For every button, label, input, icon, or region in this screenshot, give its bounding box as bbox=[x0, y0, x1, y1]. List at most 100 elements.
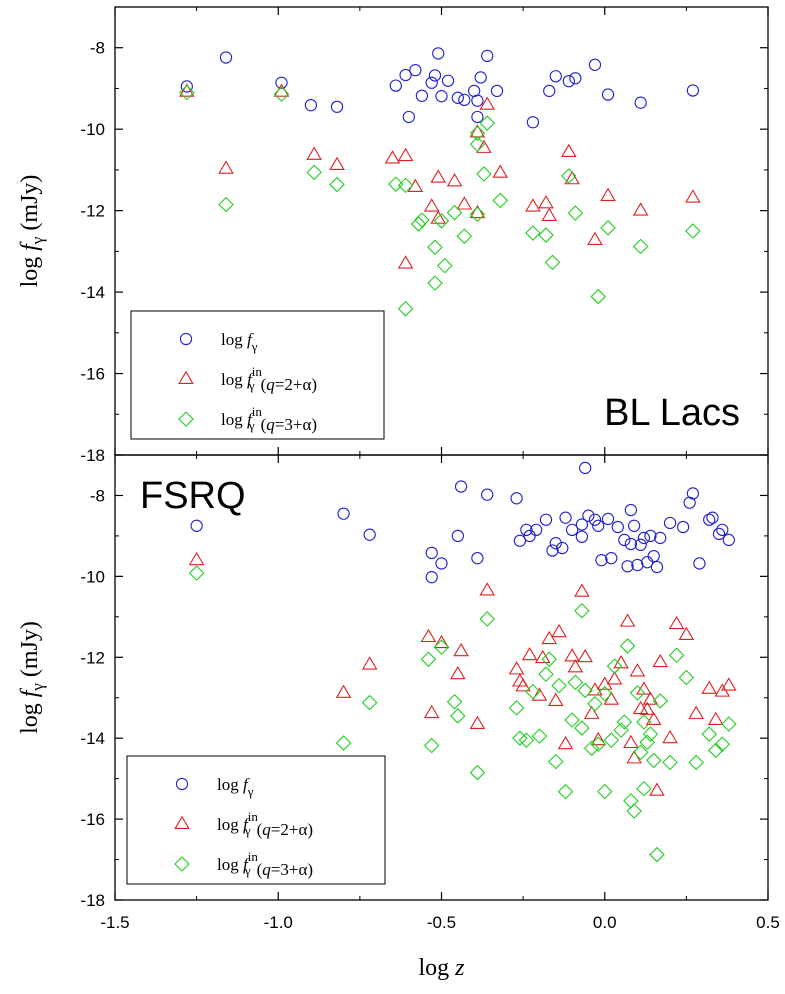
triangle-point bbox=[179, 83, 195, 97]
circle-point bbox=[575, 530, 589, 543]
diamond-point bbox=[564, 712, 580, 728]
triangle-point bbox=[423, 704, 440, 719]
triangle-point bbox=[557, 735, 574, 750]
circle-point bbox=[647, 549, 660, 563]
triangle-point bbox=[632, 202, 649, 216]
diamond-point bbox=[538, 666, 554, 683]
circle-point bbox=[624, 503, 638, 517]
circle-point bbox=[588, 513, 602, 526]
circle-point bbox=[556, 541, 569, 555]
y-tick-label: -8 bbox=[90, 39, 105, 58]
diamond-point bbox=[606, 658, 623, 674]
triangle-point bbox=[596, 676, 613, 690]
triangle-point bbox=[561, 143, 577, 158]
circle-point bbox=[337, 507, 350, 520]
circle-point bbox=[363, 528, 376, 541]
triangle-point bbox=[564, 170, 580, 185]
triangle-point bbox=[685, 189, 701, 203]
diamond-point bbox=[469, 206, 486, 223]
triangle-point bbox=[469, 204, 486, 219]
triangle-point bbox=[538, 195, 554, 209]
legend: log fγ log fin γ (q=2+α) log fin γ (q=3+α) bbox=[126, 755, 386, 885]
diamond-point bbox=[469, 764, 486, 781]
diamond-point bbox=[685, 223, 701, 239]
y-axis-title: log fγ (mJy) bbox=[17, 621, 47, 734]
legend-circle-icon bbox=[179, 332, 193, 346]
triangle-point bbox=[492, 164, 509, 178]
diamond-point bbox=[414, 212, 430, 228]
triangle-point bbox=[430, 169, 447, 183]
series-circle bbox=[180, 47, 700, 129]
triangle-point bbox=[469, 715, 486, 730]
triangle-point bbox=[188, 551, 205, 566]
circle-point bbox=[451, 91, 464, 104]
circle-point bbox=[549, 537, 562, 550]
panel-label: FSRQ bbox=[140, 475, 246, 517]
diamond-point bbox=[707, 742, 724, 759]
diamond-point bbox=[701, 726, 718, 742]
diamond-point bbox=[577, 682, 593, 699]
diamond-point bbox=[567, 674, 584, 691]
circle-point bbox=[454, 480, 468, 493]
diamond-point bbox=[450, 708, 466, 724]
y-tick-label: -18 bbox=[80, 446, 105, 465]
triangle-point bbox=[626, 750, 642, 764]
circle-point bbox=[637, 531, 651, 545]
diamond-point bbox=[538, 227, 554, 243]
diamond-point bbox=[590, 288, 606, 305]
triangle-point bbox=[446, 173, 463, 187]
y-tick-label: -14 bbox=[80, 283, 105, 302]
triangle-point bbox=[218, 160, 234, 174]
diamond-point bbox=[433, 639, 450, 655]
diamond-point bbox=[456, 228, 473, 245]
diamond-point bbox=[335, 735, 352, 751]
triangle-point bbox=[306, 146, 322, 160]
triangle-point bbox=[645, 711, 662, 725]
triangle-point bbox=[420, 628, 437, 643]
diamond-point bbox=[678, 669, 695, 686]
triangle-point bbox=[574, 583, 590, 597]
circle-point bbox=[530, 523, 543, 536]
triangle-point bbox=[456, 196, 473, 210]
circle-point bbox=[683, 496, 696, 509]
triangle-point bbox=[652, 653, 669, 668]
legend-diamond-icon bbox=[174, 856, 190, 872]
triangle-point bbox=[433, 634, 450, 649]
circle-point bbox=[565, 523, 579, 536]
circle-point bbox=[605, 552, 618, 565]
circle-point bbox=[588, 58, 602, 71]
diamond-point bbox=[636, 714, 652, 730]
circle-point bbox=[425, 571, 438, 584]
y-axis-title: log fγ (mJy) bbox=[17, 175, 47, 288]
diamond-point bbox=[596, 685, 613, 702]
circle-point bbox=[693, 557, 706, 570]
legend: log fγ log fin γ (q=2+α) log fin γ (q=3+α) bbox=[130, 310, 385, 440]
y-tick-label: -10 bbox=[80, 567, 105, 586]
diamond-point bbox=[397, 177, 414, 194]
diamond-point bbox=[574, 602, 590, 619]
circle-point bbox=[579, 461, 592, 475]
diamond-point bbox=[596, 783, 613, 800]
circle-point bbox=[716, 523, 729, 536]
y-tick-label: -18 bbox=[80, 891, 105, 910]
triangle-point bbox=[476, 139, 492, 153]
diamond-point bbox=[561, 168, 577, 184]
circle-point bbox=[304, 99, 318, 112]
legend-triangle-icon bbox=[178, 370, 194, 385]
circle-point bbox=[549, 70, 562, 83]
triangle-point bbox=[668, 615, 685, 630]
diamond-point bbox=[652, 693, 669, 709]
triangle-point bbox=[430, 210, 447, 224]
circle-point bbox=[471, 110, 484, 124]
triangle-point bbox=[531, 687, 548, 701]
triangle-point bbox=[525, 198, 541, 212]
triangle-point bbox=[541, 207, 558, 221]
diamond-point bbox=[479, 115, 495, 131]
diamond-point bbox=[587, 696, 603, 712]
diamond-point bbox=[645, 752, 662, 769]
triangle-point bbox=[397, 255, 414, 269]
triangle-point bbox=[479, 96, 496, 110]
triangle-point bbox=[606, 671, 623, 685]
triangle-point bbox=[632, 700, 649, 715]
